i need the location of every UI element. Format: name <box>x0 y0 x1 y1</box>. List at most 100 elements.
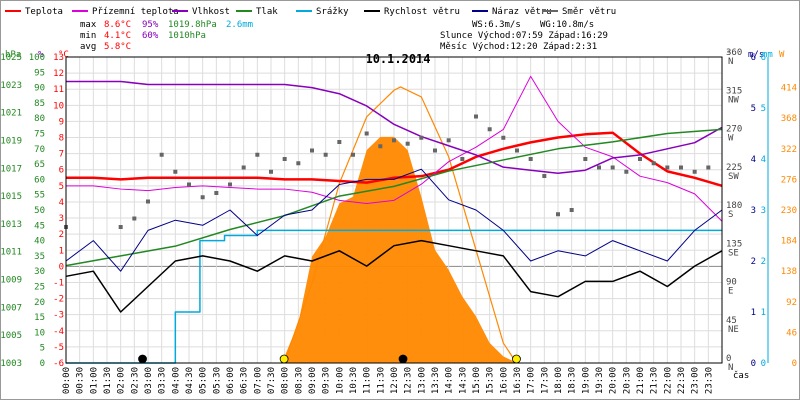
x-tick-label: 05:30 <box>212 367 222 394</box>
hum-tick-label: 15 <box>34 313 45 323</box>
hum-tick-label: 5 <box>40 344 45 354</box>
chart-title: 10.1.2014 <box>365 52 430 66</box>
wind-tick-label: 6 <box>751 53 756 63</box>
legend-label: Teplota <box>25 7 63 17</box>
dir-tick-name: SW <box>728 172 739 182</box>
wind-direction-point <box>610 165 615 170</box>
stats-avg-temp: 5.8°C <box>104 42 131 52</box>
legend-label: Tlak <box>256 7 278 17</box>
x-tick-label: 13:00 <box>417 367 427 394</box>
dir-tick-label: 270 <box>726 125 742 135</box>
x-tick-label: 17:30 <box>540 367 550 394</box>
x-tick-label: 15:00 <box>472 367 482 394</box>
solar-tick-label: 46 <box>786 328 797 338</box>
event-marker <box>138 354 147 364</box>
wind-direction-point <box>364 131 369 136</box>
stats-min-hum: 60% <box>142 31 159 41</box>
wind-tick-label: 5 <box>751 104 756 114</box>
unit-ms: m/s <box>748 50 764 60</box>
x-tick-label: 23:30 <box>704 367 714 394</box>
info-sun: Slunce Východ:07:59 Západ:16:29 <box>440 31 608 41</box>
wind-direction-point <box>241 165 246 170</box>
temp-tick-label: 4 <box>59 198 64 208</box>
wind-direction-point <box>460 157 465 161</box>
dir-tick-label: 315 <box>726 86 742 96</box>
wind-direction-point <box>323 152 328 157</box>
legend-label: Přízemní teplota <box>92 7 179 17</box>
press-tick-label: 1021 <box>0 109 22 119</box>
wind-tick-label: 2 <box>751 257 756 267</box>
wind-direction-point <box>200 195 205 200</box>
hum-tick-label: 30 <box>34 267 45 277</box>
hum-tick-label: 80 <box>34 114 45 124</box>
x-tick-label: 00:30 <box>76 367 86 394</box>
rain-tick-label: 0 <box>761 359 766 369</box>
temp-tick-label: 13 <box>53 53 64 63</box>
dir-tick-label: 360 <box>726 48 742 58</box>
hum-tick-label: 20 <box>34 298 45 308</box>
hum-tick-label: 40 <box>34 237 45 247</box>
solar-tick-label: 322 <box>781 145 797 155</box>
stats-block: max 8.6°C 95% 1019.8hPa 2.6mm min 4.1°C … <box>80 20 253 52</box>
info-moon: Měsíc Východ:12:20 Západ:2:31 <box>440 42 597 52</box>
wind-direction-point <box>378 144 383 149</box>
hum-tick-label: 60 <box>34 175 45 185</box>
wind-direction-point <box>433 148 437 153</box>
wind-direction-point <box>487 127 492 132</box>
press-tick-label: 1003 <box>0 359 22 369</box>
stats-avg-label: avg <box>80 42 96 52</box>
wind-direction-point <box>515 148 519 153</box>
unit-deg: ° <box>726 50 731 60</box>
wind-direction-point <box>173 169 178 174</box>
temp-tick-label: 5 <box>59 182 64 192</box>
x-tick-label: 16:00 <box>499 367 509 394</box>
wind-direction-point <box>310 148 314 153</box>
x-tick-label: 19:00 <box>581 367 591 394</box>
dir-tick-name: NW <box>728 95 739 105</box>
legend-label: Směr větru <box>562 7 616 17</box>
x-tick-label: 10:00 <box>335 367 345 394</box>
info-wg: WG:10.8m/s <box>540 20 594 30</box>
dir-tick-name: W <box>728 134 734 144</box>
x-tick-label: 01:30 <box>103 367 113 394</box>
stats-min-label: min <box>80 31 96 41</box>
unit-hpa: hPa <box>5 50 21 60</box>
temp-tick-label: -2 <box>53 295 64 305</box>
solar-tick-label: 276 <box>781 175 797 185</box>
temp-tick-label: 11 <box>53 85 64 95</box>
stats-max-label: max <box>80 20 97 30</box>
hum-tick-label: 65 <box>34 160 45 170</box>
stats-max-temp: 8.6°C <box>104 20 131 30</box>
unit-w: W <box>779 50 785 60</box>
hum-tick-label: 0 <box>40 359 45 369</box>
event-marker <box>512 354 521 364</box>
stats-min-press: 1010hPa <box>168 31 206 41</box>
hum-tick-label: 75 <box>34 130 45 140</box>
x-tick-label: 08:30 <box>294 367 304 394</box>
wind-direction-point <box>638 157 642 161</box>
press-tick-label: 1015 <box>0 192 22 202</box>
solar-max-curve <box>283 86 517 364</box>
axes-layer: 1003100510071009101110131015101710191021… <box>0 48 797 373</box>
solar-tick-label: 92 <box>786 298 797 308</box>
solar-layer <box>281 86 517 364</box>
x-tick-label: 02:00 <box>117 367 127 394</box>
solar-tick-label: 184 <box>781 237 797 247</box>
x-tick-label: 05:00 <box>199 367 209 394</box>
press-tick-label: 1013 <box>0 220 22 230</box>
unit-mm: mm <box>762 50 773 60</box>
x-tick-label: 16:30 <box>513 367 523 394</box>
temp-tick-label: -4 <box>53 327 64 337</box>
wind-direction-point <box>501 135 506 140</box>
wind-direction-point <box>269 169 273 174</box>
wind-direction-point <box>692 169 697 174</box>
hum-tick-label: 85 <box>34 99 45 109</box>
temperature-line <box>66 131 723 188</box>
wind-tick-label: 1 <box>751 308 756 318</box>
wind-direction-point <box>214 191 219 195</box>
wind-tick-label: 3 <box>751 206 756 216</box>
x-tick-label: 10:30 <box>349 367 359 394</box>
stats-max-hum: 95% <box>142 20 159 30</box>
wind-direction-point <box>624 169 629 174</box>
wind-direction-point <box>679 165 683 170</box>
